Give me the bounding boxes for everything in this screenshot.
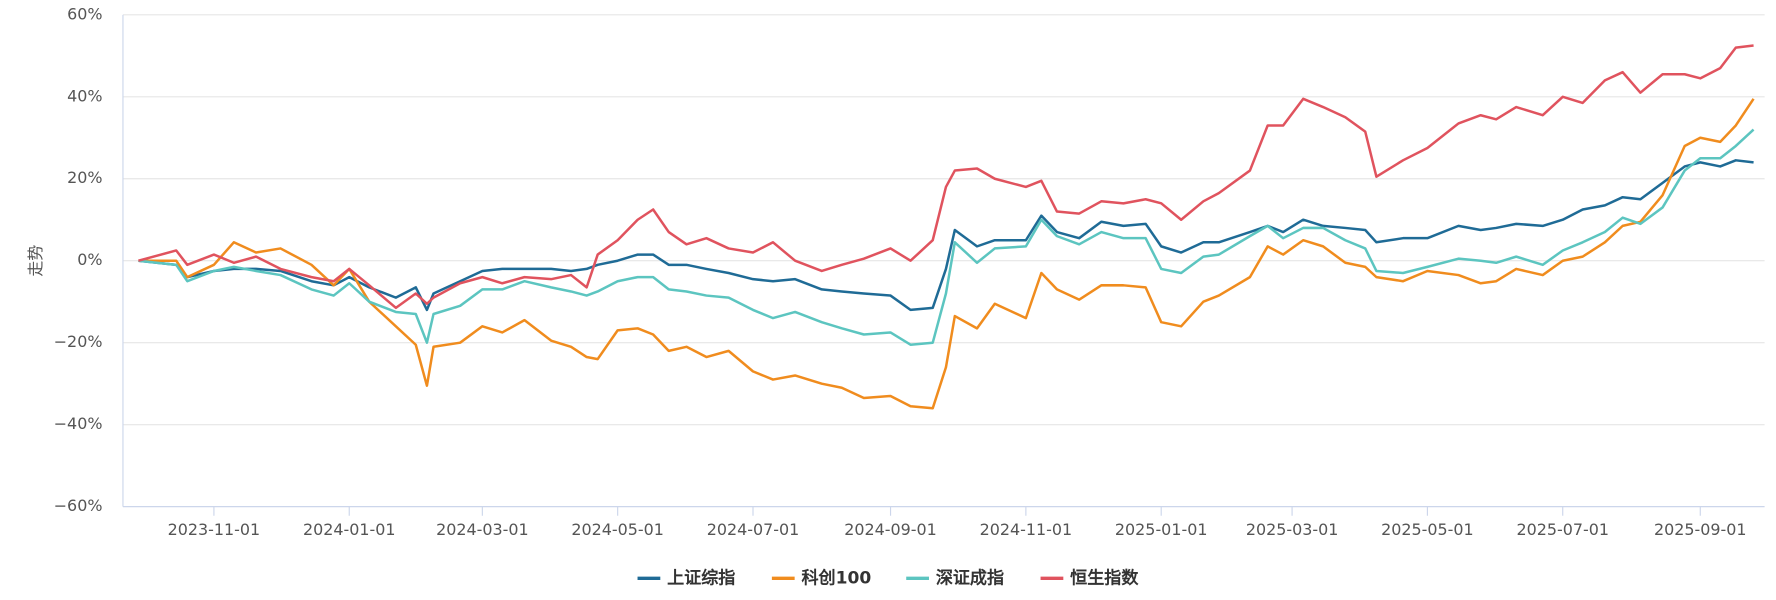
y-tick-label: 0% [77, 250, 102, 269]
y-tick-label: −40% [54, 414, 103, 433]
y-axis-label: 走势 [26, 245, 45, 277]
legend-text: 恒生指数 [1070, 567, 1139, 588]
x-tick-label: 2025-05-01 [1381, 520, 1474, 539]
x-tick-label: 2024-03-01 [436, 520, 529, 539]
series-line [138, 159, 1754, 312]
x-tick-label: 2024-11-01 [980, 520, 1073, 539]
y-tick-label: −60% [54, 496, 103, 515]
x-tick-label: 2025-01-01 [1115, 520, 1208, 539]
x-tick-label: 2024-07-01 [707, 520, 800, 539]
legend-text: 上证综指 [667, 567, 735, 588]
y-tick-label: 60% [67, 4, 102, 23]
x-tick-label: 2025-09-01 [1654, 520, 1747, 539]
y-tick-label: −20% [54, 332, 103, 351]
series-line [138, 44, 1754, 310]
legend-text: 科创100 [801, 567, 871, 588]
y-tick-label: 40% [67, 86, 102, 105]
x-tick-label: 2024-05-01 [571, 520, 664, 539]
series-line [138, 98, 1755, 410]
x-tick-label: 2024-09-01 [844, 520, 937, 539]
x-tick-label: 2025-03-01 [1246, 520, 1339, 539]
legend-text: 深证成指 [936, 567, 1004, 588]
x-tick-label: 2024-01-01 [303, 520, 396, 539]
x-tick-label: 2025-07-01 [1516, 520, 1609, 539]
y-tick-label: 20% [67, 168, 102, 187]
series-line [138, 128, 1755, 346]
x-tick-label: 2023-11-01 [168, 520, 261, 539]
